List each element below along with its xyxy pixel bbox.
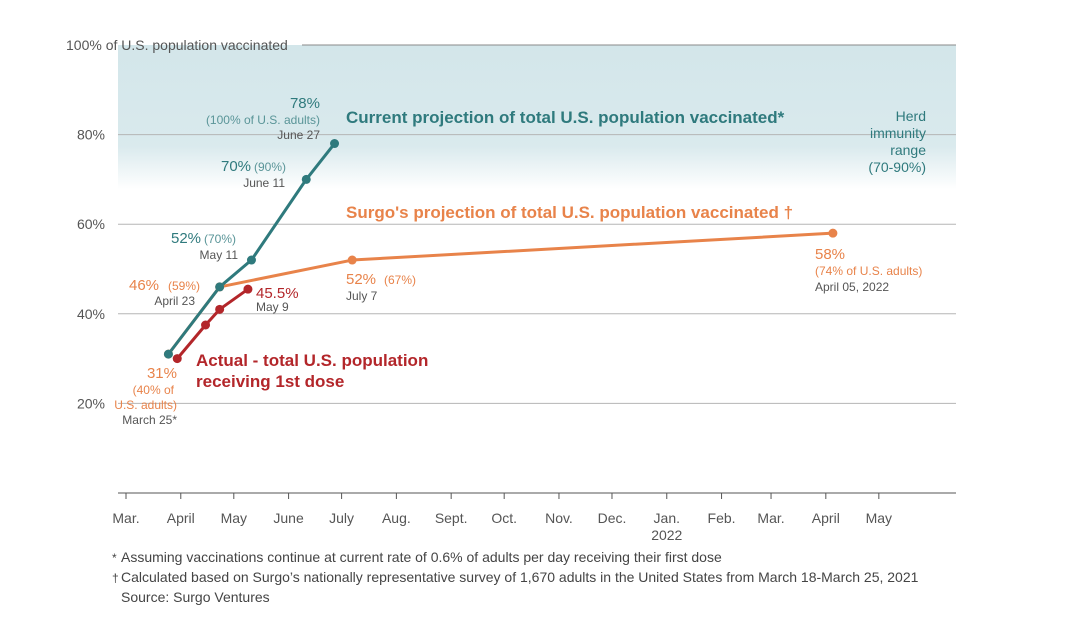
x-tick-label-11: Feb. bbox=[708, 510, 736, 526]
x-tick-label-5: Aug. bbox=[382, 510, 411, 526]
label-teal-70: 70% bbox=[221, 158, 251, 175]
series-2-point-0 bbox=[172, 354, 182, 364]
asterisk-mark: * bbox=[112, 551, 117, 565]
series-1-point-2 bbox=[347, 255, 357, 265]
x-tick-label-3: June bbox=[273, 510, 304, 526]
series-2-point-3 bbox=[243, 284, 253, 294]
label-orange-52-sub: (67%) bbox=[384, 273, 416, 287]
label-orange-46-date: April 23 bbox=[154, 294, 195, 308]
label-teal-52-sub: (70%) bbox=[204, 232, 236, 246]
x-tick-label-13: April bbox=[812, 510, 840, 526]
footnote-1-text: Assuming vaccinations continue at curren… bbox=[121, 549, 722, 565]
label-orange-46: 46% bbox=[129, 277, 159, 294]
series-0-point-0 bbox=[163, 349, 173, 359]
x-tick-label-7: Oct. bbox=[491, 510, 517, 526]
x-tick-label-14: May bbox=[866, 510, 892, 526]
label-orange-31-sub1: (40% of bbox=[133, 383, 175, 397]
label-teal-78: 78% bbox=[290, 95, 320, 112]
series-0-point-4 bbox=[330, 139, 340, 149]
source-note: Source: Surgo Ventures bbox=[121, 589, 270, 605]
x-tick-label-4: July bbox=[329, 510, 354, 526]
series-0-point-1 bbox=[215, 282, 225, 292]
label-orange-58-date: April 05, 2022 bbox=[815, 280, 889, 294]
x-tick-label-0: Mar. bbox=[112, 510, 139, 526]
label-teal-78-sub: (100% of U.S. adults) bbox=[206, 113, 320, 127]
x-tick-label-1: April bbox=[167, 510, 195, 526]
herd-label-line-1: immunity bbox=[870, 125, 926, 141]
footnote-2: † Calculated based on Surgo’s nationally … bbox=[112, 568, 918, 588]
y-tick-label-40: 40% bbox=[77, 306, 105, 322]
vaccination-chart: 100% of U.S. population vaccinated 80% 60%… bbox=[66, 37, 956, 543]
y-tick-label-60: 60% bbox=[77, 216, 105, 232]
series-0-point-3 bbox=[301, 174, 311, 184]
label-orange-31-sub2: U.S. adults) bbox=[114, 398, 177, 412]
label-orange-46-sub: (59%) bbox=[168, 279, 200, 293]
herd-label-line-2: range bbox=[890, 142, 926, 158]
herd-immunity-band bbox=[118, 45, 956, 190]
label-teal-78-date: June 27 bbox=[277, 128, 320, 142]
series-2-point-1 bbox=[201, 320, 211, 330]
y-tick-label-20: 20% bbox=[77, 395, 105, 411]
dagger-mark: † bbox=[112, 571, 119, 585]
label-orange-31: 31% bbox=[147, 365, 177, 382]
series-title-actual-line2: receiving 1st dose bbox=[196, 372, 344, 391]
label-teal-70-sub: (90%) bbox=[254, 160, 286, 174]
series-title-current-projection: Current projection of total U.S. populat… bbox=[346, 108, 785, 127]
label-orange-31-date: March 25* bbox=[122, 413, 177, 427]
label-teal-52-date: May 11 bbox=[200, 248, 239, 262]
herd-label-line-0: Herd bbox=[896, 108, 926, 124]
label-teal-52: 52% bbox=[171, 230, 201, 247]
herd-label-line-3: (70-90%) bbox=[868, 159, 926, 175]
series-0-point-2 bbox=[246, 255, 256, 265]
x-tick-label-8: Nov. bbox=[545, 510, 573, 526]
x-year-label: 2022 bbox=[651, 527, 682, 543]
x-tick-label-12: Mar. bbox=[757, 510, 784, 526]
label-red-45-date: May 9 bbox=[256, 300, 289, 314]
series-title-actual-line1: Actual - total U.S. population bbox=[196, 351, 428, 370]
label-orange-52: 52% bbox=[346, 271, 376, 288]
label-orange-58-sub: (74% of U.S. adults) bbox=[815, 264, 922, 278]
y-tick-label-80: 80% bbox=[77, 127, 105, 143]
series-title-surgo-projection: Surgo's projection of total U.S. populat… bbox=[346, 203, 793, 222]
label-orange-52-date: July 7 bbox=[346, 289, 378, 303]
y-tick-label-100: 100% of U.S. population vaccinated bbox=[66, 37, 288, 53]
x-tick-label-10: Jan. bbox=[654, 510, 680, 526]
series-1-point-3 bbox=[828, 228, 838, 238]
series-2-point-2 bbox=[215, 304, 225, 314]
x-tick-label-6: Sept. bbox=[435, 510, 468, 526]
series-line-2 bbox=[176, 287, 249, 360]
label-orange-58: 58% bbox=[815, 246, 845, 263]
footnote-1: * Assuming vaccinations continue at curre… bbox=[112, 548, 918, 568]
label-red-45: 45.5% bbox=[256, 285, 299, 302]
x-tick-label-9: Dec. bbox=[598, 510, 627, 526]
footnote-2-text: Calculated based on Surgo’s nationally r… bbox=[121, 569, 919, 585]
footnotes: * Assuming vaccinations continue at curre… bbox=[112, 548, 918, 607]
x-tick-label-2: May bbox=[221, 510, 247, 526]
label-teal-70-date: June 11 bbox=[243, 176, 285, 190]
